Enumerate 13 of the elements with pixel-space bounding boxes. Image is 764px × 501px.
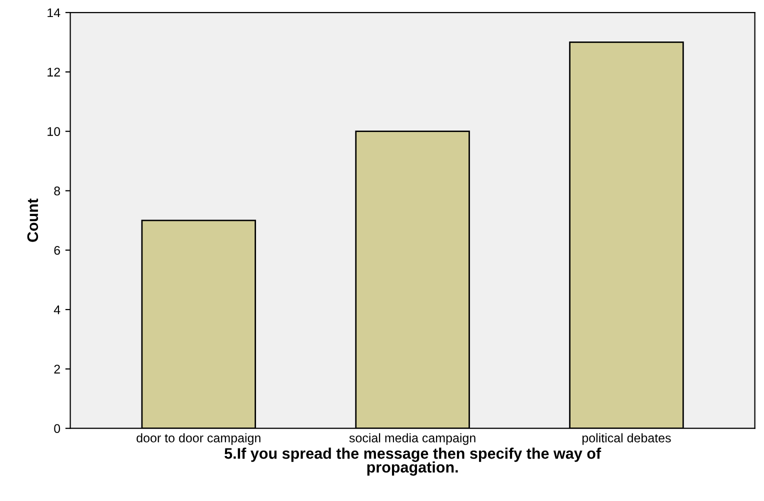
y-tick-label: 6 xyxy=(54,246,60,255)
y-tick-label: 10 xyxy=(48,127,60,136)
y-tick-label: 14 xyxy=(48,8,60,18)
y-tick-label: 4 xyxy=(54,305,60,314)
y-tick-label: 0 xyxy=(54,424,60,434)
x-tick-label: social media campaign xyxy=(349,433,476,445)
x-axis-title: 5.If you spread the message then specify the way of propagation. xyxy=(224,448,602,476)
y-tick-label: 12 xyxy=(48,68,60,76)
y-axis-title: Count xyxy=(27,198,38,242)
y-tick-label: 8 xyxy=(54,186,60,196)
y-tick-label: 2 xyxy=(54,364,60,374)
x-tick-label: political debates xyxy=(582,433,671,445)
x-tick-label: door to door campaign xyxy=(136,433,260,445)
